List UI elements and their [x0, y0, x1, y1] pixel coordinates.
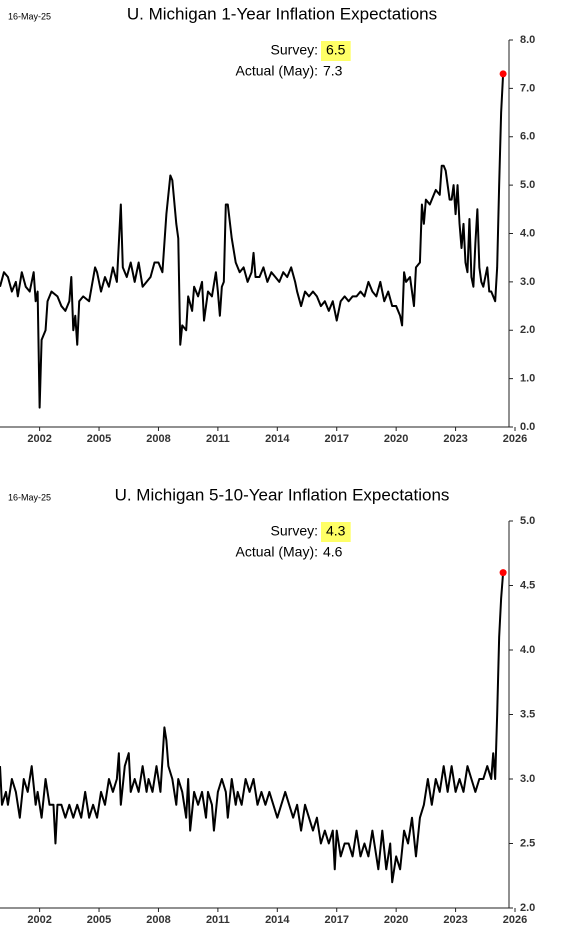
x-tick-label: 2011 [206, 433, 230, 445]
y-tick-label: 4.5 [520, 579, 535, 591]
chart-title: U. Michigan 5-10-Year Inflation Expectat… [115, 485, 450, 504]
x-tick-label: 2020 [384, 914, 408, 926]
y-tick-label: 2.0 [520, 324, 535, 336]
highlight [321, 41, 351, 61]
x-tick-label: 2026 [503, 914, 527, 926]
y-tick-label: 7.0 [520, 82, 535, 94]
x-tick-label: 2020 [384, 433, 408, 445]
y-tick-label: 5.0 [520, 179, 535, 191]
y-tick-label: 6.0 [520, 131, 535, 143]
y-tick-label: 4.0 [520, 644, 535, 656]
chart: 16-May-25 U. Michigan 5-10-Year Inflation… [0, 485, 535, 926]
y-tick-label: 3.5 [520, 708, 535, 720]
last-point [499, 569, 507, 577]
y-tick-label: 2.5 [520, 837, 535, 849]
y-tick-label: 3.0 [520, 773, 535, 785]
series-line [0, 572, 505, 884]
survey-value: 4.3 [326, 523, 346, 539]
x-tick-label: 2005 [87, 433, 111, 445]
x-tick-label: 2005 [87, 914, 111, 926]
series-line [0, 73, 505, 409]
date-label: 16-May-25 [8, 492, 51, 502]
x-tick-label: 2026 [503, 433, 527, 445]
x-tick-label: 2002 [27, 433, 51, 445]
last-point [499, 70, 507, 78]
actual-label: Actual (May): [236, 63, 318, 79]
x-tick-label: 2023 [443, 914, 467, 926]
y-tick-label: 4.0 [520, 227, 535, 239]
y-tick-label: 8.0 [520, 34, 535, 46]
chart: 16-May-25 U. Michigan 1-Year Inflation Ex… [0, 4, 535, 445]
y-tick-label: 2.0 [520, 902, 535, 914]
x-tick-label: 2014 [265, 433, 290, 445]
actual-value: 4.6 [323, 544, 343, 560]
y-tick-label: 3.0 [520, 276, 535, 288]
actual-value: 7.3 [323, 63, 343, 79]
x-tick-label: 2023 [443, 433, 467, 445]
x-tick-label: 2017 [324, 433, 348, 445]
survey-value: 6.5 [326, 42, 346, 58]
x-tick-label: 2002 [27, 914, 51, 926]
x-tick-label: 2011 [206, 914, 230, 926]
x-tick-label: 2008 [146, 433, 170, 445]
x-tick-label: 2014 [265, 914, 290, 926]
y-tick-label: 1.0 [520, 373, 535, 385]
date-label: 16-May-25 [8, 11, 51, 21]
actual-label: Actual (May): [236, 544, 318, 560]
y-tick-label: 0.0 [520, 421, 535, 433]
survey-label: Survey: [271, 42, 318, 58]
highlight [321, 522, 351, 542]
chart-title: U. Michigan 1-Year Inflation Expectation… [127, 4, 437, 23]
x-tick-label: 2017 [324, 914, 348, 926]
y-tick-label: 5.0 [520, 515, 535, 527]
survey-label: Survey: [271, 523, 318, 539]
x-tick-label: 2008 [146, 914, 170, 926]
